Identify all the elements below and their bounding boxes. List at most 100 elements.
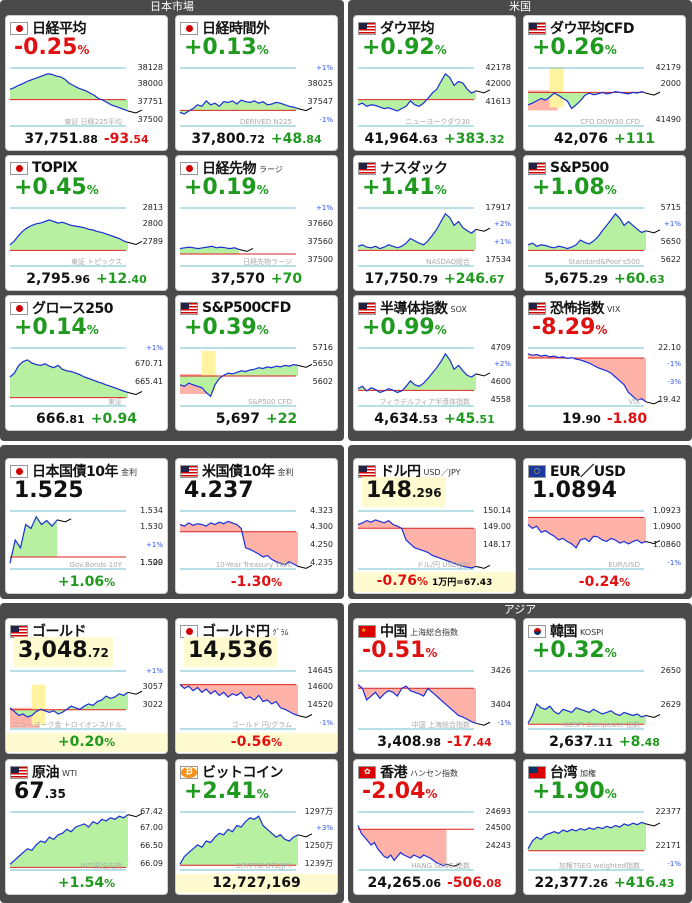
axis-label: 2000: [661, 79, 681, 88]
market-card-oil[interactable]: 原油 WTI 67.35 67.42 67.00 66.50 66.09 WTI原油先物 +1.…: [5, 759, 168, 895]
percent-change: +0.13%: [184, 35, 269, 60]
btc-flag-icon: ₿: [180, 765, 198, 779]
chart-watermark: Standard&Poor's500: [568, 258, 640, 266]
percent-change: +0.26%: [532, 35, 617, 60]
last-tick: [645, 229, 661, 234]
intraday-chart: 17917 +2% +1% 17534 NASDAQ総合: [357, 203, 511, 267]
price-line: [357, 352, 477, 394]
change-text: +1.54%: [57, 875, 116, 891]
axis-label: +3%: [316, 824, 333, 832]
chart-watermark: 加権TSEG weighted指数: [559, 861, 640, 870]
axis-label: 66.50: [140, 841, 163, 850]
market-subname: 上海総合指数: [410, 628, 458, 637]
intraday-chart: 150.14 149.00 148.17 ドル/円 USD/JPY: [357, 506, 511, 570]
market-subname: KOSPI: [580, 628, 604, 637]
card-header: ダウ平均CFD: [528, 19, 683, 37]
market-card-nikkei[interactable]: 日経平均 -0.25% 38128 38000 37751 37500 東証 日経225平均…: [5, 15, 168, 151]
axis-label: 22377: [656, 807, 681, 816]
market-card-sp500[interactable]: S&P500 +1.08% 5715 +1% 5650 5622 Standard&Poor…: [523, 155, 686, 291]
card-header: 原油 WTI: [10, 763, 165, 781]
section-title-japan: 日本市場: [150, 0, 194, 13]
us-flag-icon: [528, 301, 546, 315]
axis-label: 1.509: [140, 558, 163, 567]
intraday-chart: 2650 2629 KOSPI Composite 指数: [527, 666, 681, 730]
us-flag-icon: [180, 464, 198, 478]
market-card-vix[interactable]: 恐怖指数 VIX -8.29% 22.10 -1% -3% 19.42 VIX 19.90 -1.…: [523, 295, 686, 431]
us-flag-icon: [528, 161, 546, 175]
chart-fill: [358, 684, 476, 724]
market-card-goldjpy[interactable]: ゴールド円 ｸﾞﾗﾑ 14,536 14645 14600 14520 -1% ゴールド 円/…: [175, 618, 338, 754]
jp-flag-icon: [180, 21, 198, 35]
card-header: ★ 中国 上海総合指数: [358, 622, 513, 640]
axis-label: 4709: [491, 343, 511, 352]
last-tick: [297, 714, 313, 719]
axis-label: +2%: [494, 360, 511, 368]
chart-watermark: WTI原油先物: [81, 861, 122, 870]
axis-label: 1.0900: [653, 522, 681, 531]
axis-label: 148.17: [483, 540, 511, 549]
chart-watermark: 中国 上海総合指数: [412, 720, 470, 729]
market-subname: SOX: [450, 305, 467, 314]
market-card-usdjpy[interactable]: ドル円 USD／JPY 148.296 150.14 149.00 148.17 ドル/円 …: [353, 458, 516, 594]
highlight-area: [549, 67, 564, 108]
market-card-nikkei_ot[interactable]: 日経時間外 +0.13% +1% 38025 37547 -1% DERIVED N225 3…: [175, 15, 338, 151]
axis-label: 41490: [656, 115, 681, 124]
price-line: [357, 519, 477, 569]
price-text: 5,697 +22: [215, 411, 298, 427]
market-card-hk[interactable]: ✿ 香港 ハンセン指数 -2.04% 24693 24500 24243 HANG SENG …: [353, 759, 516, 895]
market-card-china[interactable]: ★ 中国 上海総合指数 -0.51% 3426 3404 -1% 中国 上海総合指数 3,408…: [353, 618, 516, 754]
percent-change: +1.41%: [362, 175, 447, 200]
axis-label: 42000: [486, 79, 511, 88]
axis-label: 4.300: [310, 522, 333, 531]
axis-label: 4558: [491, 395, 511, 404]
market-card-dow[interactable]: ダウ平均 +0.92% 42178 42000 41613 ニューヨークダウ30 41,96…: [353, 15, 516, 151]
axis-label: 3057: [143, 682, 163, 691]
last-tick: [645, 822, 661, 827]
market-card-jgb[interactable]: 日本国債10年 金利 1.525 1.534 1.530 +1% 1.520 1.509 Gov…: [5, 458, 168, 594]
market-card-nasdaq[interactable]: ナスダック +1.41% 17917 +2% +1% 17534 NASDAQ総合 17,75…: [353, 155, 516, 291]
axis-label: 37547: [308, 97, 333, 106]
chart-fill: [358, 825, 447, 866]
chart-fill: [180, 684, 298, 716]
chart-fill: [528, 703, 646, 725]
jp-flag-icon: [10, 301, 28, 315]
market-card-btc[interactable]: ₿ ビットコイン +2.41% 1297万 +3% 1250万 1239万 CRYPTO BT…: [175, 759, 338, 895]
last-tick: [297, 363, 313, 368]
market-card-gold[interactable]: ゴールド 3,048.72 +1% 3057 3022 ニューヨーク金 トロイオンス/ドル…: [5, 618, 168, 754]
market-card-taiwan[interactable]: 台湾 加権 +1.90% 22377 22171 -1% 加権TSEG weighted指数…: [523, 759, 686, 895]
percent-change: +0.32%: [532, 638, 617, 663]
market-card-growth[interactable]: グロース250 +0.14% +1% 670.71 665.41 東証 666.81 +0.9…: [5, 295, 168, 431]
market-card-korea[interactable]: 韓国 KOSPI +0.32% 2650 2629 KOSPI Composite 指数 2…: [523, 618, 686, 754]
axis-label: 37500: [138, 115, 163, 124]
card-header: S&P500CFD: [180, 299, 335, 317]
axis-label: 3426: [491, 666, 511, 675]
axis-label: 2650: [661, 666, 681, 675]
intraday-chart: +1% 37660 37560 37500 日経先物ラージ: [179, 204, 333, 267]
chart-watermark: ニューヨークダウ30: [405, 117, 470, 126]
card-header: ダウ平均: [358, 19, 513, 37]
last-tick: [645, 714, 661, 719]
axis-label: +1%: [316, 64, 333, 72]
axis-label: 24693: [486, 807, 511, 816]
chart-watermark: CRYPTO BTC/JPY: [236, 862, 293, 870]
axis-label: 4.250: [310, 540, 333, 549]
card-header: ✿ 香港 ハンセン指数: [358, 763, 513, 781]
chart-watermark: VIX: [628, 398, 640, 406]
axis-label: 5622: [661, 255, 681, 264]
market-card-sox[interactable]: 半導体指数 SOX +0.99% 4709 +2% 4600 4558 フィラデルフィア半導体…: [353, 295, 516, 431]
axis-label: 1297万: [305, 807, 333, 816]
us-flag-icon: [10, 624, 28, 638]
market-card-dowcfd[interactable]: ダウ平均CFD +0.26% 42179 2000 41490 CFD DOW30 CFD…: [523, 15, 686, 151]
market-card-eurusd[interactable]: EUR／USD 1.0894 1.0923 1.0900 1.0860 -1% EUR/US…: [523, 458, 686, 594]
chart-fill: [528, 213, 646, 251]
axis-label: 37660: [308, 219, 333, 228]
market-subname: WTI: [62, 769, 78, 778]
market-card-ust[interactable]: 米国債10年 金利 4.237 4.323 4.300 4.250 4.235 10-Year…: [175, 458, 338, 594]
market-card-topix[interactable]: TOPIX +0.45% 2813 2800 2789 東証 トピックス 2,795.96 +…: [5, 155, 168, 291]
market-name: ダウ平均: [380, 21, 435, 37]
axis-label: 38128: [138, 63, 163, 72]
market-card-nkfut[interactable]: 日経先物 ラージ +0.19% +1% 37660 37560 37500 日経先物ラージ 37…: [175, 155, 338, 291]
market-card-spcfd[interactable]: S&P500CFD +0.39% 5716 5650 5602 S&P500 CFD 5,6…: [175, 295, 338, 431]
axis-label: 14520: [308, 700, 333, 709]
axis-label: -3%: [667, 378, 681, 386]
